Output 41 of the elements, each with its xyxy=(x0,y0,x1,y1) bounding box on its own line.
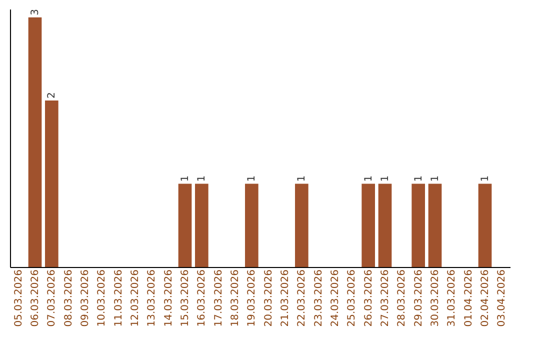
x-tick-label: 18.03.2026 xyxy=(230,270,241,327)
data-label: 1 xyxy=(413,175,424,182)
data-label: 1 xyxy=(196,175,208,182)
data-label: 1 xyxy=(480,175,491,182)
data-label: 1 xyxy=(246,175,258,182)
x-tick-label: 12.03.2026 xyxy=(130,270,141,327)
x-tick-label: 05.03.2026 xyxy=(13,270,24,327)
x-tick-label: 15.03.2026 xyxy=(180,270,191,327)
data-label: 3 xyxy=(30,8,41,16)
x-tick-label: 19.03.2026 xyxy=(246,270,258,327)
x-tick-label: 20.03.2026 xyxy=(263,270,274,327)
x-tick-label: 22.03.2026 xyxy=(296,270,308,327)
x-tick-label: 08.03.2026 xyxy=(63,270,74,327)
x-tick-label: 26.03.2026 xyxy=(363,270,374,327)
data-label: 1 xyxy=(296,175,308,182)
x-tick-label: 10.03.2026 xyxy=(96,270,108,327)
data-label: 2 xyxy=(46,92,58,99)
x-tick-label: 17.03.2026 xyxy=(213,270,224,327)
x-tick-label: 09.03.2026 xyxy=(80,270,91,327)
x-tick-label: 23.03.2026 xyxy=(313,270,324,327)
data-label: 1 xyxy=(363,175,374,182)
x-tick-label: 14.03.2026 xyxy=(163,270,174,327)
x-tick-label: 01.04.2026 xyxy=(463,270,474,327)
x-tick-label: 30.03.2026 xyxy=(430,270,441,327)
x-tick-label: 28.03.2026 xyxy=(396,270,408,327)
x-tick-label: 11.03.2026 xyxy=(113,270,124,327)
x-tick-label: 13.03.2026 xyxy=(146,270,158,327)
x-tick-label: 07.03.2026 xyxy=(46,270,58,327)
x-tick-label: 03.04.2026 xyxy=(496,270,508,327)
x-tick-label: 27.03.2026 xyxy=(380,270,391,327)
x-tick-label: 06.03.2026 xyxy=(30,270,41,327)
x-tick-label: 29.03.2026 xyxy=(413,270,424,327)
x-tick-label: 25.03.2026 xyxy=(346,270,358,327)
data-label: 1 xyxy=(430,175,441,182)
x-tick-label: 24.03.2026 xyxy=(330,270,341,327)
x-tick-label: 21.03.2026 xyxy=(280,270,291,327)
x-tick-label: 16.03.2026 xyxy=(196,270,208,327)
x-tick-label: 31.03.2026 xyxy=(446,270,458,327)
data-label: 1 xyxy=(180,175,191,182)
x-tick-label: 02.04.2026 xyxy=(480,270,491,327)
data-label: 1 xyxy=(380,175,391,182)
